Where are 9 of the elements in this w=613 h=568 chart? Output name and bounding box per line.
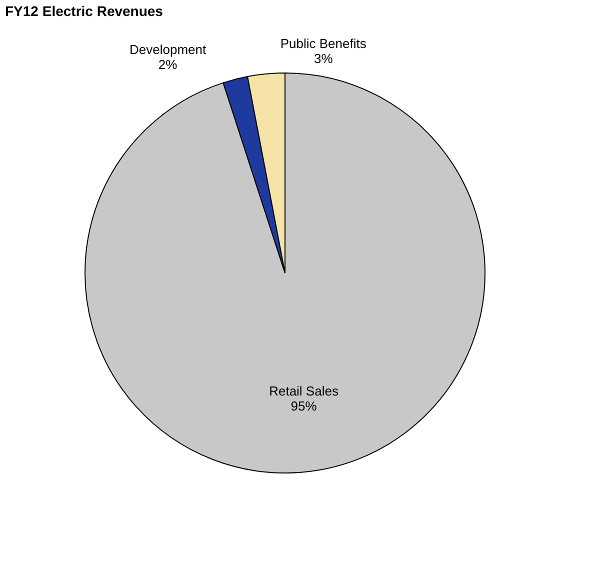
data-label: 2% [158,57,178,72]
pie-slice [84,72,486,474]
chart-title: FY12 Electric Revenues [5,3,164,19]
slice-label: Retail Sales [269,384,339,399]
data-label: 95% [290,398,318,414]
data-label: 3% [314,51,334,66]
slice-label: Development [129,42,206,58]
pie-slice [222,76,286,274]
slice-label: Public Benefits [280,36,367,52]
